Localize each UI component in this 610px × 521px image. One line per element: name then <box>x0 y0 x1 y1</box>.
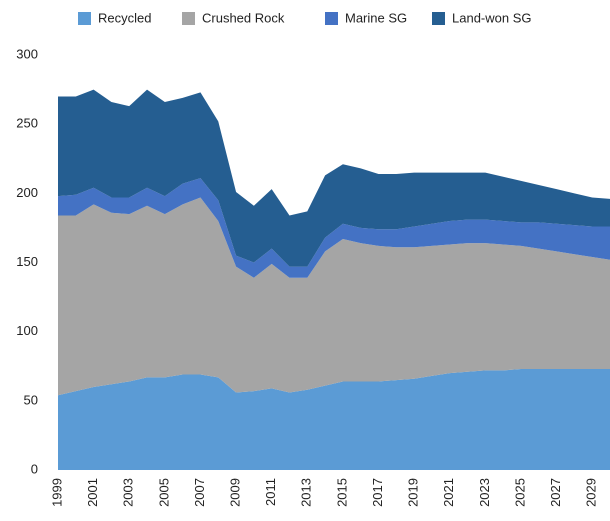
legend-swatch <box>432 12 445 25</box>
x-tick-label: 2011 <box>263 478 278 506</box>
legend-swatch <box>78 12 91 25</box>
y-tick-label: 100 <box>16 323 38 338</box>
area <box>58 178 610 278</box>
x-tick-label: 2007 <box>192 478 207 507</box>
y-tick-label: 250 <box>16 116 38 131</box>
area <box>58 89 610 267</box>
legend-label: Land-won SG <box>452 10 532 25</box>
y-tick-label: 50 <box>24 392 38 407</box>
y-tick-label: 300 <box>16 46 38 61</box>
x-tick-label: 2019 <box>406 478 421 507</box>
area <box>58 369 610 470</box>
x-tick-label: 2029 <box>584 478 599 507</box>
x-tick-label: 2025 <box>512 478 527 507</box>
x-tick-label: 2017 <box>370 478 385 507</box>
x-tick-label: 2001 <box>85 478 100 507</box>
y-tick-label: 200 <box>16 185 38 200</box>
x-tick-label: 2013 <box>299 478 314 507</box>
y-tick-label: 0 <box>31 461 38 476</box>
x-tick-label: 2027 <box>548 478 563 507</box>
x-tick-label: 2021 <box>441 478 456 507</box>
x-tick-label: 2015 <box>334 478 349 507</box>
legend-swatch <box>325 12 338 25</box>
x-tick-label: 2003 <box>121 478 136 507</box>
legend-label: Recycled <box>98 10 151 25</box>
x-tick-label: 2023 <box>477 478 492 507</box>
legend-label: Crushed Rock <box>202 10 285 25</box>
x-tick-label: 2005 <box>156 478 171 507</box>
legend-swatch <box>182 12 195 25</box>
x-tick-label: 1999 <box>49 478 64 507</box>
area <box>58 197 610 396</box>
legend-label: Marine SG <box>345 10 407 25</box>
y-tick-label: 150 <box>16 254 38 269</box>
x-tick-label: 2009 <box>228 478 243 507</box>
